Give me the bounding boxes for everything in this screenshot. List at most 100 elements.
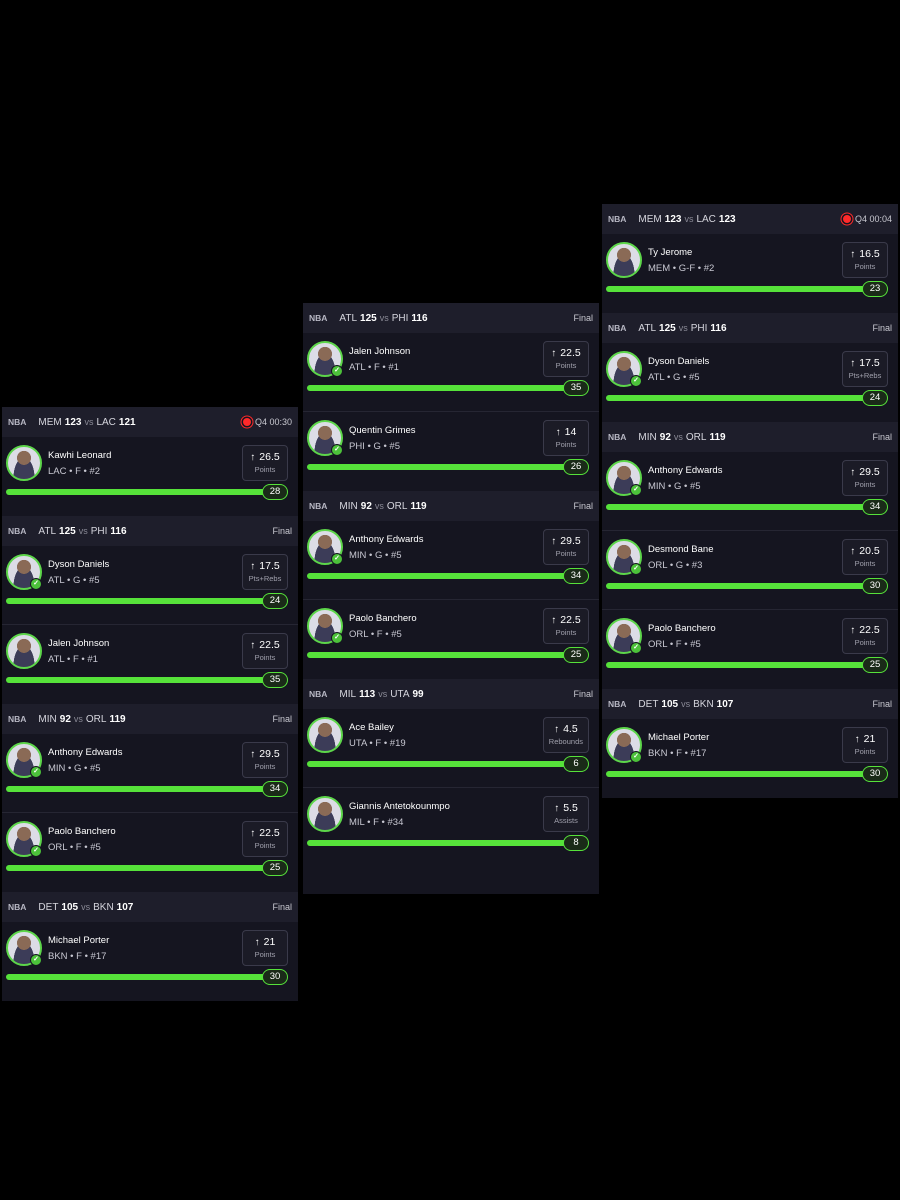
game-section: NBA MIN 92 vs ORL 119 Final ✓ Anthony Ed… [303,491,599,679]
stat-type: Points [555,628,577,637]
pick-row[interactable]: ✓ Paolo Banchero ORL • F • #5 ↑ 22.5 Poin… [2,813,298,892]
line-box[interactable]: ↑ 22.5 Points [242,821,288,857]
progress-bar [6,865,268,871]
pick-row[interactable]: ✓ Paolo Banchero ORL • F • #5 ↑ 22.5 Poin… [602,610,898,689]
game-section: NBA MIN 92 vs ORL 119 Final ✓ Anthony Ed… [2,704,298,892]
line-box[interactable]: ↑ 21 Points [242,930,288,966]
pick-row[interactable]: ✓ Anthony Edwards MIN • G • #5 ↑ 29.5 Poi… [602,452,898,531]
pick-row[interactable]: ✓ Anthony Edwards MIN • G • #5 ↑ 29.5 Poi… [2,734,298,813]
line-box[interactable]: ↑ 22.5 Points [242,633,288,669]
matchup: MIN 92 vs ORL 119 [339,501,426,512]
away-team: DET [638,698,659,710]
slip-column-3: NBA MEM 123 vs LAC 123 Q4 00:04 Ty Jerom… [602,204,898,798]
game-status-text: Final [272,526,292,536]
line-value-wrap: ↑ 22.5 [248,827,282,839]
check-icon: ✓ [331,553,343,565]
game-status: Final [573,689,593,699]
league-label: NBA [8,417,27,427]
progress-fill [6,489,268,495]
home-score: 116 [411,312,428,324]
stat-type: Points [254,653,276,662]
pick-row[interactable]: ✓ Desmond Bane ORL • G • #3 ↑ 20.5 Points… [602,531,898,610]
game-header[interactable]: NBA MEM 123 vs LAC 123 Q4 00:04 [602,204,898,234]
progress-bar [606,771,868,777]
line-box[interactable]: ↑ 29.5 Points [242,742,288,778]
picks-list: Ty Jerome MEM • G-F • #2 ↑ 16.5 Points 23 [602,234,898,313]
line-box[interactable]: ↑ 14 Points [543,420,589,456]
home-team: ORL [386,500,408,512]
game-header[interactable]: NBA MIN 92 vs ORL 119 Final [303,491,599,521]
pick-row[interactable]: ✓ Quentin Grimes PHI • G • #5 ↑ 14 Points… [303,412,599,491]
game-header[interactable]: NBA ATL 125 vs PHI 116 Final [303,303,599,333]
progress-fill [307,464,569,470]
line-box[interactable]: ↑ 29.5 Points [543,529,589,565]
line-box[interactable]: ↑ 5.5 Assists [543,796,589,832]
progress-bar [606,583,868,589]
pick-row[interactable]: Ty Jerome MEM • G-F • #2 ↑ 16.5 Points 23 [602,234,898,313]
actual-value-badge: 26 [563,459,589,475]
up-arrow-icon: ↑ [554,803,560,814]
check-icon: ✓ [30,845,42,857]
player-meta: MIN • G • #5 [648,481,701,492]
player-name: Anthony Edwards [648,465,723,476]
line-box[interactable]: ↑ 26.5 Points [242,445,288,481]
game-header[interactable]: NBA DET 105 vs BKN 107 Final [2,892,298,922]
game-header[interactable]: NBA DET 105 vs BKN 107 Final [602,689,898,719]
matchup: ATL 125 vs PHI 116 [339,313,427,324]
game-header[interactable]: NBA MIN 92 vs ORL 119 Final [602,422,898,452]
pick-row[interactable]: ✓ Jalen Johnson ATL • F • #1 ↑ 22.5 Point… [303,333,599,412]
line-value: 17.5 [859,357,880,369]
line-value: 5.5 [563,802,578,814]
picks-list: ✓ Michael Porter BKN • F • #17 ↑ 21 Point… [602,719,898,798]
player-meta: ORL • F • #5 [349,629,402,640]
pick-row[interactable]: ✓ Michael Porter BKN • F • #17 ↑ 21 Point… [602,719,898,798]
game-header[interactable]: NBA MIN 92 vs ORL 119 Final [2,704,298,734]
game-header[interactable]: NBA MIL 113 vs UTA 99 Final [303,679,599,709]
actual-value-badge: 35 [563,380,589,396]
pick-row[interactable]: Kawhi Leonard LAC • F • #2 ↑ 26.5 Points … [2,437,298,516]
game-status: Q4 00:30 [242,417,292,427]
stat-type: Points [854,262,876,271]
line-value-wrap: ↑ 22.5 [549,614,583,626]
game-status: Q4 00:04 [842,214,892,224]
player-name: Dyson Daniels [48,559,110,570]
pick-row[interactable]: ✓ Anthony Edwards MIN • G • #5 ↑ 29.5 Poi… [303,521,599,600]
line-box[interactable]: ↑ 22.5 Points [543,608,589,644]
actual-value-badge: 25 [262,860,288,876]
pick-row[interactable]: ✓ Dyson Daniels ATL • G • #5 ↑ 17.5 Pts+R… [2,546,298,625]
game-header[interactable]: NBA ATL 125 vs PHI 116 Final [602,313,898,343]
line-box[interactable]: ↑ 29.5 Points [842,460,888,496]
up-arrow-icon: ↑ [551,536,557,547]
game-header[interactable]: NBA MEM 123 vs LAC 121 Q4 00:30 [2,407,298,437]
line-box[interactable]: ↑ 4.5 Rebounds [542,717,589,753]
stat-type: Points [254,465,276,474]
matchup: ATL 125 vs PHI 116 [638,323,726,334]
actual-value-badge: 8 [563,835,589,851]
game-header[interactable]: NBA ATL 125 vs PHI 116 Final [2,516,298,546]
up-arrow-icon: ↑ [850,467,856,478]
league-label: NBA [8,714,27,724]
player-name: Kawhi Leonard [48,450,112,461]
line-box[interactable]: ↑ 16.5 Points [842,242,888,278]
pick-row[interactable]: Giannis Antetokounmpo MIL • F • #34 ↑ 5.5… [303,788,599,867]
line-box[interactable]: ↑ 21 Points [842,727,888,763]
pick-row[interactable]: ✓ Paolo Banchero ORL • F • #5 ↑ 22.5 Poin… [303,600,599,679]
line-box[interactable]: ↑ 20.5 Points [842,539,888,575]
matchup: MIN 92 vs ORL 119 [638,432,725,443]
stat-type: Points [254,841,276,850]
line-box[interactable]: ↑ 17.5 Pts+Rebs [842,351,888,387]
pick-row[interactable]: ✓ Dyson Daniels ATL • G • #5 ↑ 17.5 Pts+R… [602,343,898,422]
vs-label: vs [678,323,688,333]
vs-label: vs [84,417,94,427]
pick-row[interactable]: Ace Bailey UTA • F • #19 ↑ 4.5 Rebounds 6 [303,709,599,788]
home-score: 123 [718,213,736,225]
pick-row[interactable]: Jalen Johnson ATL • F • #1 ↑ 22.5 Points … [2,625,298,704]
line-box[interactable]: ↑ 22.5 Points [543,341,589,377]
pick-row[interactable]: ✓ Michael Porter BKN • F • #17 ↑ 21 Point… [2,922,298,1001]
away-team: MIN [339,500,358,512]
line-box[interactable]: ↑ 22.5 Points [842,618,888,654]
progress-bar [6,598,268,604]
line-box[interactable]: ↑ 17.5 Pts+Rebs [242,554,288,590]
up-arrow-icon: ↑ [250,640,256,651]
vs-label: vs [374,501,384,511]
